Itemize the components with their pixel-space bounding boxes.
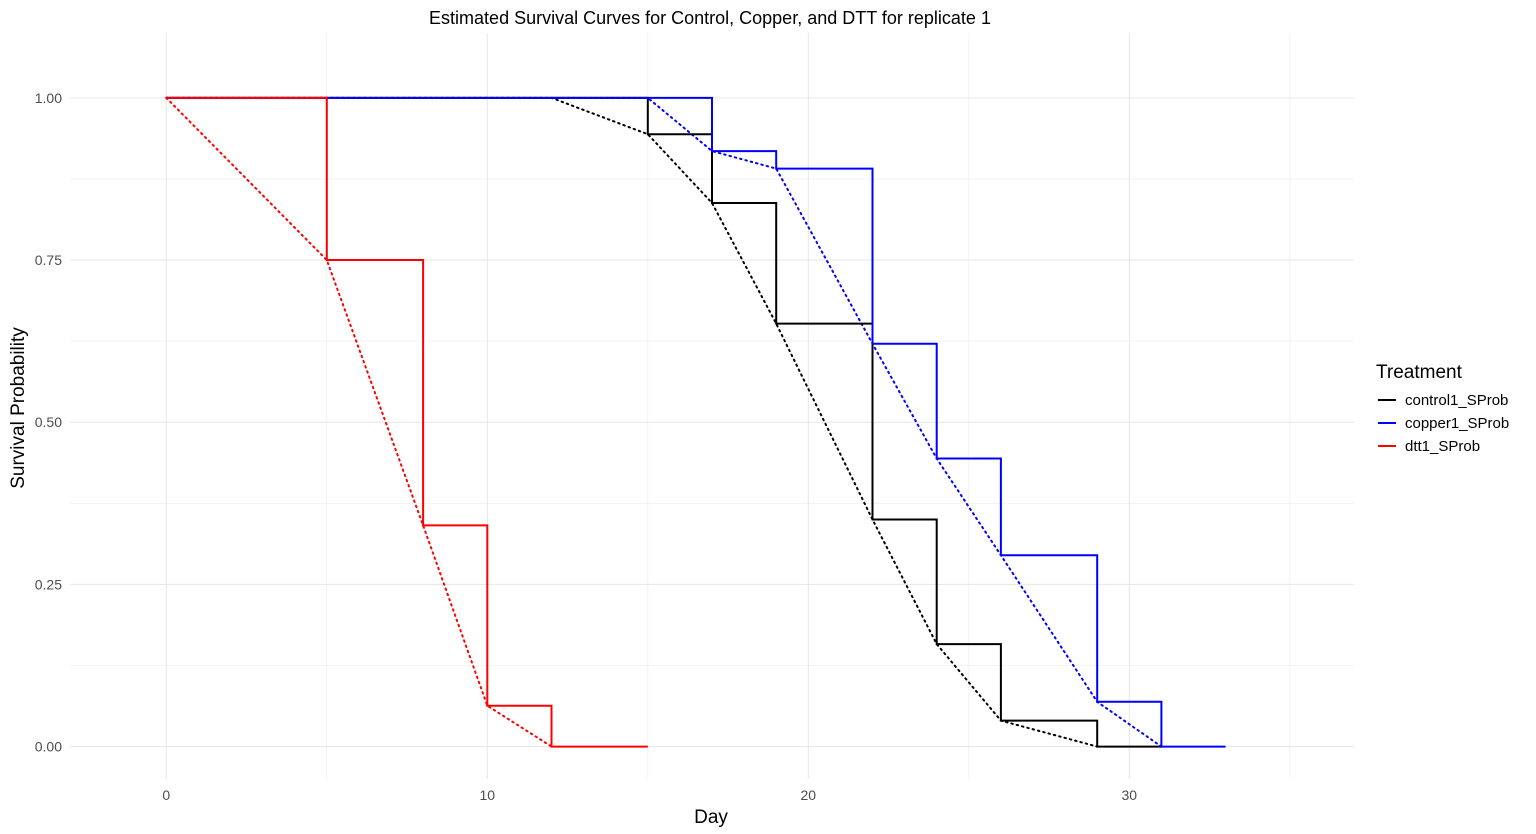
y-tick-label: 1.00 bbox=[35, 90, 62, 106]
series-dtt1_SProb bbox=[166, 96, 648, 748]
legend-label: control1_SProb bbox=[1405, 392, 1508, 409]
y-tick-labels: 0.00 0.25 0.50 0.75 1.00 bbox=[35, 90, 62, 755]
chart-title: Estimated Survival Curves for Control, C… bbox=[429, 8, 991, 28]
y-tick-label: 0.75 bbox=[35, 252, 62, 268]
y-axis-title: Survival Probability bbox=[8, 327, 29, 489]
series-control1_SProb bbox=[166, 96, 1162, 748]
x-tick-label: 30 bbox=[1122, 787, 1138, 803]
series-lines bbox=[166, 96, 1226, 748]
legend-label: dtt1_SProb bbox=[1405, 438, 1480, 455]
legend-items: control1_SProb copper1_SProb dtt1_SProb bbox=[1378, 392, 1509, 455]
dotted-trend-line bbox=[165, 96, 1099, 748]
x-tick-label: 0 bbox=[162, 787, 170, 803]
y-tick-label: 0.50 bbox=[35, 414, 62, 430]
x-axis-title: Day bbox=[694, 807, 728, 828]
series-copper1_SProb bbox=[166, 96, 1226, 748]
x-tick-label: 10 bbox=[480, 787, 496, 803]
legend: Treatment control1_SProb copper1_SProbdtt… bbox=[1376, 362, 1509, 455]
legend-title: Treatment bbox=[1376, 362, 1463, 383]
dotted-trend-line bbox=[165, 96, 553, 748]
legend-label: copper1_SProb bbox=[1405, 415, 1509, 432]
x-tick-labels: 0 10 20 30 bbox=[162, 787, 1137, 803]
y-tick-label: 0.25 bbox=[35, 576, 62, 592]
y-tick-label: 0.00 bbox=[35, 739, 62, 755]
x-tick-label: 20 bbox=[801, 787, 817, 803]
